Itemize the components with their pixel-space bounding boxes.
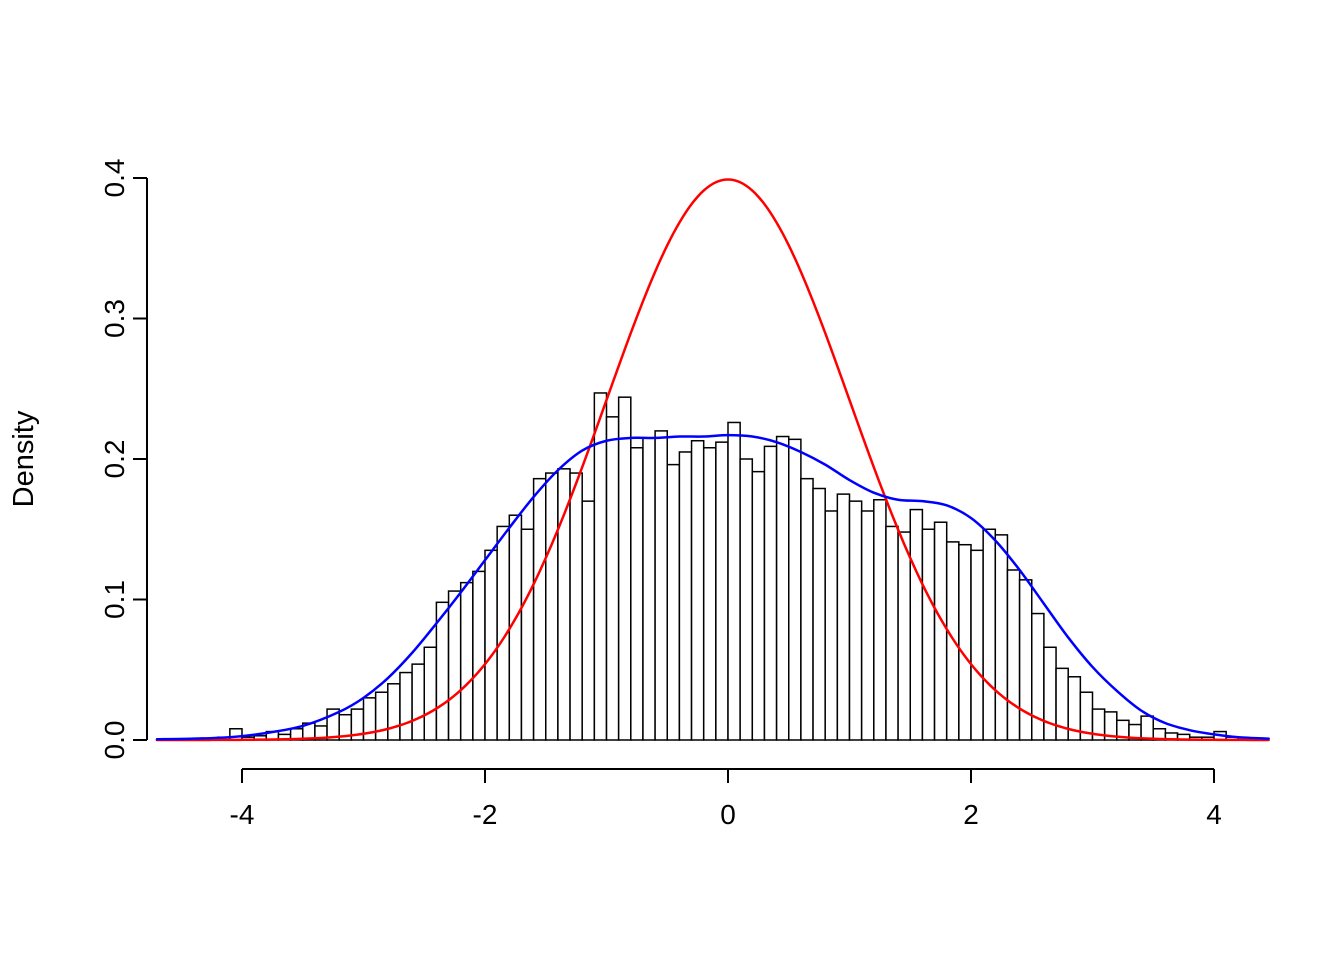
x-axis-tick-label: 2 [963, 799, 979, 830]
histogram-bar [605, 416, 620, 741]
histogram-bar [545, 472, 559, 741]
histogram-bar [423, 646, 438, 741]
histogram-bar [800, 477, 814, 741]
histogram-bar [751, 470, 766, 741]
histogram-bar [411, 663, 426, 741]
histogram-bar [775, 435, 790, 741]
histogram-bar [690, 439, 705, 741]
histogram-bar [836, 493, 851, 741]
histogram-bar [399, 671, 413, 741]
histogram-bar [994, 534, 1009, 741]
histogram-bar [678, 451, 693, 741]
histogram-bar [739, 458, 754, 741]
histogram-bar [897, 531, 911, 741]
histogram-bars [216, 392, 1240, 741]
histogram-bar [387, 683, 401, 741]
histogram-bar [630, 447, 644, 741]
histogram-bar [1140, 715, 1154, 741]
histogram-bar [459, 581, 474, 741]
histogram-bar [532, 477, 547, 741]
y-axis-tick-label: 0.1 [99, 580, 130, 619]
standard-normal-density-curve [155, 178, 1270, 742]
histogram-bar [702, 447, 717, 741]
x-axis-tick-label: -2 [473, 799, 498, 830]
y-axis-title: Density [8, 410, 40, 507]
density-curves [155, 178, 1270, 742]
histogram-bar [569, 472, 583, 741]
histogram-bar [374, 691, 389, 741]
histogram-bar [1006, 569, 1021, 741]
histogram-bar [982, 528, 997, 741]
histogram-bar [642, 437, 656, 741]
histogram-bar [860, 510, 875, 741]
x-axis-tick-label: 0 [720, 799, 736, 830]
histogram-bar [715, 441, 729, 741]
histogram-bar [873, 498, 887, 741]
histogram-bar [1018, 579, 1033, 741]
y-axis-tick-label: 0.0 [99, 721, 130, 760]
histogram-bar [666, 463, 681, 741]
histogram-bar [581, 500, 596, 741]
histogram-bar [885, 525, 899, 741]
histogram-bar [617, 396, 632, 741]
histogram-bar [788, 438, 802, 741]
y-axis-tick-label: 0.2 [99, 440, 130, 479]
axes: -4 -2 0 2 4 0.0 0.1 0.2 0.3 0.4 [99, 159, 1222, 830]
y-axis-tick-label: 0.4 [99, 159, 130, 198]
histogram-bar [229, 728, 243, 741]
histogram-bar [848, 500, 863, 741]
histogram-bar [933, 521, 948, 741]
x-axis-tick-label: -4 [230, 799, 255, 830]
histogram-bar [824, 510, 839, 741]
histogram-bar [812, 487, 826, 741]
histogram-bar [557, 468, 571, 741]
histogram-bar [970, 549, 984, 741]
histogram-bar [654, 430, 668, 741]
y-axis-tick-label: 0.3 [99, 299, 130, 338]
x-axis-tick-label: 4 [1206, 799, 1222, 830]
histogram-bar [727, 421, 741, 741]
histogram-bar [763, 445, 778, 741]
kernel-density-estimate-curve [155, 433, 1270, 741]
histogram-bar [447, 590, 462, 741]
histogram-bar [921, 528, 936, 741]
histogram-bar [1043, 646, 1057, 741]
histogram-bar [520, 528, 535, 741]
histogram-bar [958, 543, 972, 741]
histogram-bar [909, 508, 924, 741]
histogram-bar [472, 570, 486, 741]
histogram-bar [484, 549, 498, 741]
